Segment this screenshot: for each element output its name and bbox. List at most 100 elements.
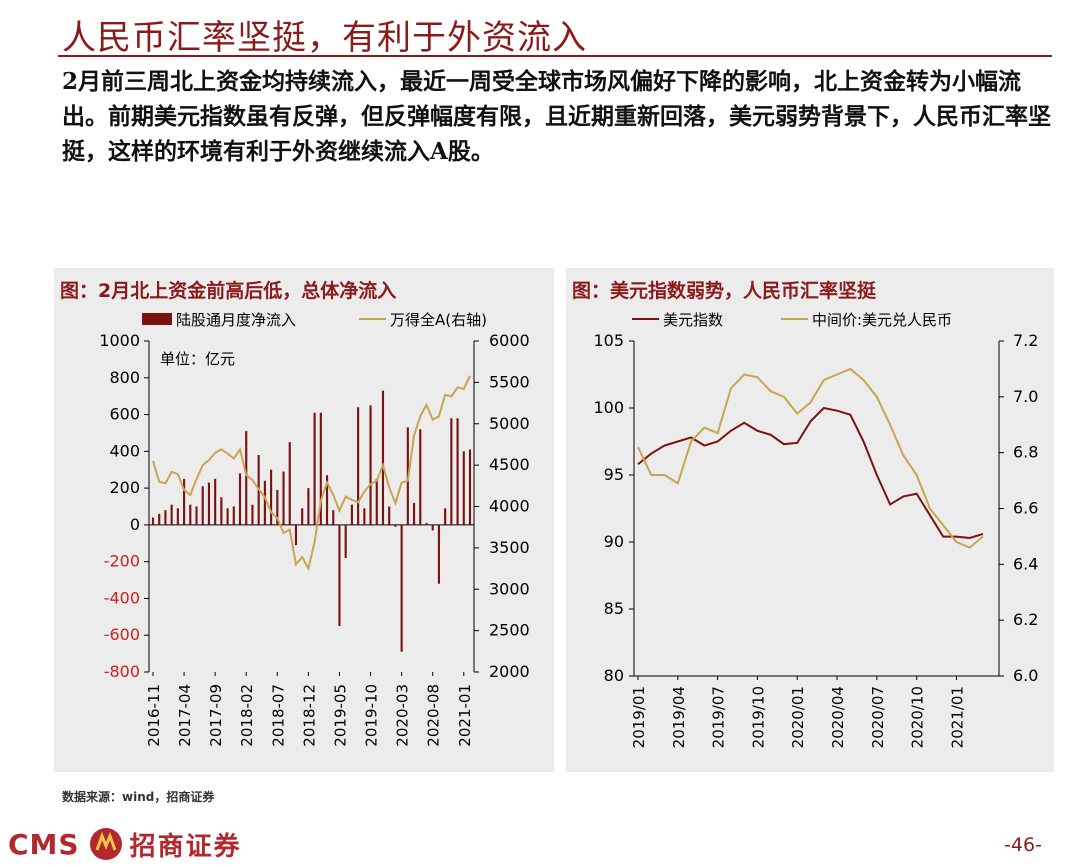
bar bbox=[400, 524, 403, 652]
y2-tick-label: 2500 bbox=[489, 621, 530, 640]
y-tick-label: 0 bbox=[130, 515, 140, 534]
bar bbox=[332, 510, 335, 525]
bar bbox=[431, 524, 434, 531]
bar bbox=[456, 418, 459, 525]
bar bbox=[263, 480, 266, 525]
y2-tick-label: 5000 bbox=[489, 414, 530, 433]
logo-cms-text: CMS bbox=[8, 827, 80, 861]
x-tick-label: 2019/04 bbox=[670, 686, 688, 748]
x-tick-label: 2016-11 bbox=[145, 684, 163, 747]
x-tick-label: 2017-04 bbox=[176, 684, 194, 747]
bar bbox=[201, 486, 204, 525]
legend-label: 中间价:美元兑人民币 bbox=[812, 311, 952, 329]
bar bbox=[276, 489, 279, 525]
x-tick-label: 2019-10 bbox=[363, 684, 381, 747]
bar bbox=[294, 524, 298, 546]
x-tick-label: 2018-07 bbox=[269, 684, 287, 747]
y2-tick-label: 6.8 bbox=[1013, 443, 1038, 462]
usd-cny-chart: 美元指数 中间价:美元兑人民币 80 85 90 95 100 105 6.0 6.2 6.4 6.6… bbox=[593, 311, 1038, 748]
x-tick-label: 2021/01 bbox=[948, 686, 966, 748]
y2-tick-label: 6.6 bbox=[1013, 499, 1038, 518]
chart-panel-northbound: 图：2月北上资金前高后低，总体净流入 陆股通月度净流入 万得全A(右轴) 单位：亿元… bbox=[54, 268, 554, 772]
bar bbox=[189, 504, 192, 525]
y-tick-label: 400 bbox=[109, 441, 140, 460]
bar bbox=[468, 449, 472, 525]
logo-cn-text: 招商证券 bbox=[129, 831, 242, 862]
y-tick-label: 800 bbox=[109, 368, 140, 387]
page-title: 人民币汇率坚挺，有利于外资流入 bbox=[62, 18, 587, 58]
unit-note: 单位：亿元 bbox=[160, 350, 235, 368]
title-divider bbox=[58, 55, 1052, 57]
y-tick-label: 600 bbox=[109, 405, 140, 424]
bar bbox=[195, 506, 198, 525]
x-tick-label: 2019/10 bbox=[749, 686, 767, 748]
y-tick-label: 1000 bbox=[99, 331, 140, 350]
x-tick-label: 2020/07 bbox=[869, 686, 887, 748]
bar bbox=[388, 506, 391, 525]
bar bbox=[238, 473, 242, 525]
y-tick-label: -200 bbox=[104, 552, 140, 571]
company-logo: CMS 招商证券 bbox=[8, 826, 242, 862]
bar bbox=[226, 508, 229, 525]
bar bbox=[176, 508, 179, 525]
y2-tick-label: 6.4 bbox=[1013, 554, 1038, 573]
y2-tick-label: 7.0 bbox=[1013, 387, 1038, 406]
bar bbox=[412, 502, 416, 525]
x-tick-label: 2017-09 bbox=[207, 684, 225, 747]
bar bbox=[344, 524, 347, 558]
y2-tick-label: 5500 bbox=[489, 372, 530, 391]
summary-text: 2月前三周北上资金均持续流入，最近一周受全球市场风偏好下降的影响，北上资金转为小… bbox=[62, 68, 1051, 165]
bar bbox=[307, 488, 310, 525]
bar bbox=[357, 407, 360, 525]
bar bbox=[394, 524, 397, 527]
y-tick-label: 80 bbox=[604, 666, 624, 685]
logo-emblem-icon bbox=[89, 828, 122, 860]
bar bbox=[183, 478, 186, 525]
bar bbox=[319, 412, 322, 525]
bar bbox=[170, 504, 173, 525]
y2-tick-label: 3500 bbox=[489, 538, 530, 557]
bar bbox=[288, 442, 291, 525]
bar bbox=[350, 504, 353, 525]
bar bbox=[214, 478, 217, 525]
northbound-chart: 陆股通月度净流入 万得全A(右轴) 单位：亿元 -800 -600 -400 -200 0 20… bbox=[99, 311, 530, 747]
legend-swatch-bar bbox=[142, 313, 172, 325]
bar bbox=[375, 478, 378, 525]
page-number: -46- bbox=[1004, 834, 1042, 856]
x-tick-label: 2021-01 bbox=[456, 684, 474, 747]
bar bbox=[245, 431, 248, 525]
series-line-dxy bbox=[637, 406, 984, 539]
bar bbox=[301, 508, 304, 525]
y2-tick-label: 7.2 bbox=[1013, 331, 1038, 350]
bar bbox=[369, 405, 372, 525]
y-tick-label: 200 bbox=[109, 478, 140, 497]
legend-label: 陆股通月度净流入 bbox=[176, 311, 296, 329]
series-line-usdcny bbox=[637, 367, 984, 549]
y2-tick-label: 6.0 bbox=[1013, 666, 1038, 685]
bar bbox=[325, 475, 329, 525]
y-tick-label: -600 bbox=[104, 625, 140, 644]
y2-tick-label: 3000 bbox=[489, 579, 530, 598]
x-tick-label: 2019/01 bbox=[630, 686, 648, 748]
bar bbox=[158, 513, 161, 525]
bar bbox=[437, 524, 440, 584]
bar bbox=[232, 506, 235, 525]
bar bbox=[381, 390, 385, 525]
y-tick-label: 105 bbox=[593, 331, 624, 350]
y-tick-label: 90 bbox=[604, 532, 624, 551]
y2-tick-label: 6000 bbox=[489, 331, 530, 350]
y2-tick-label: 4000 bbox=[489, 497, 530, 516]
chart-panel-usd: 图：美元指数弱势，人民币汇率坚挺 美元指数 中间价:美元兑人民币 80 85 90 95 1… bbox=[566, 268, 1054, 772]
y-tick-label: 85 bbox=[604, 599, 624, 618]
data-source: 数据来源：wind，招商证券 bbox=[62, 790, 215, 804]
bar bbox=[338, 524, 341, 627]
bar bbox=[419, 429, 422, 525]
bar bbox=[450, 418, 453, 525]
bar bbox=[151, 517, 155, 525]
y2-tick-label: 6.2 bbox=[1013, 610, 1038, 629]
x-tick-label: 2020-03 bbox=[394, 684, 412, 747]
bar bbox=[313, 412, 316, 525]
bar bbox=[425, 523, 428, 525]
chart-title: 图：美元指数弱势，人民币汇率坚挺 bbox=[572, 280, 877, 302]
x-tick-label: 2020/01 bbox=[789, 686, 807, 748]
